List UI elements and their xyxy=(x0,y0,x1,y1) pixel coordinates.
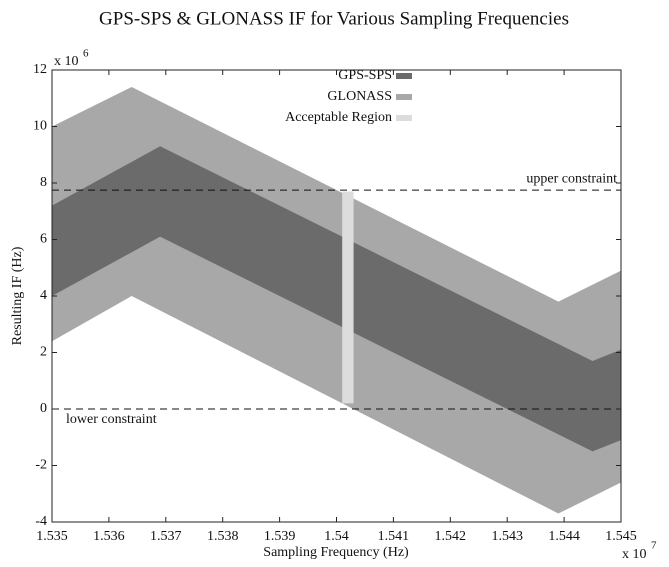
x-tick-label: 1.542 xyxy=(435,529,467,544)
y-tick-label: -4 xyxy=(35,514,47,529)
x-tick-label: 1.537 xyxy=(150,529,182,544)
band xyxy=(342,191,354,404)
x-tick-label: 1.541 xyxy=(378,529,410,544)
legend-label: Acceptable Region xyxy=(285,110,392,125)
y-multiplier: x 10 xyxy=(54,54,79,69)
x-tick-label: 1.536 xyxy=(93,529,125,544)
constraint-label: upper constraint xyxy=(526,171,617,186)
legend-swatch xyxy=(396,94,412,100)
y-tick-label: 8 xyxy=(40,175,47,190)
x-tick-label: 1.538 xyxy=(207,529,239,544)
y-tick-label: 0 xyxy=(40,401,47,416)
legend-swatch xyxy=(396,73,412,79)
legend-label: GLONASS xyxy=(327,89,392,104)
x-multiplier: x 10 xyxy=(622,547,647,562)
chart-title: GPS-SPS & GLONASS IF for Various Samplin… xyxy=(99,8,569,29)
x-tick-label: 1.54 xyxy=(324,529,349,544)
y-tick-label: 4 xyxy=(40,288,47,303)
x-tick-label: 1.535 xyxy=(36,529,68,544)
legend-label: GPS-SPS xyxy=(338,68,392,83)
band xyxy=(52,146,621,452)
x-tick-label: 1.543 xyxy=(491,529,523,544)
constraint-label: lower constraint xyxy=(66,412,157,427)
y-axis-label: Resulting IF (Hz) xyxy=(10,246,25,345)
y-tick-label: 2 xyxy=(40,345,47,360)
y-tick-label: 10 xyxy=(33,119,47,134)
legend-swatch xyxy=(396,115,412,121)
y-tick-label: 12 xyxy=(33,62,47,77)
x-multiplier-exponent: 7 xyxy=(651,540,657,552)
y-tick-label: 6 xyxy=(40,232,47,247)
y-tick-label: -2 xyxy=(35,458,47,473)
x-tick-label: 1.545 xyxy=(605,529,637,544)
x-tick-label: 1.544 xyxy=(548,529,580,544)
y-multiplier-exponent: 6 xyxy=(83,48,89,60)
x-tick-label: 1.539 xyxy=(264,529,296,544)
x-axis-label: Sampling Frequency (Hz) xyxy=(263,545,409,560)
